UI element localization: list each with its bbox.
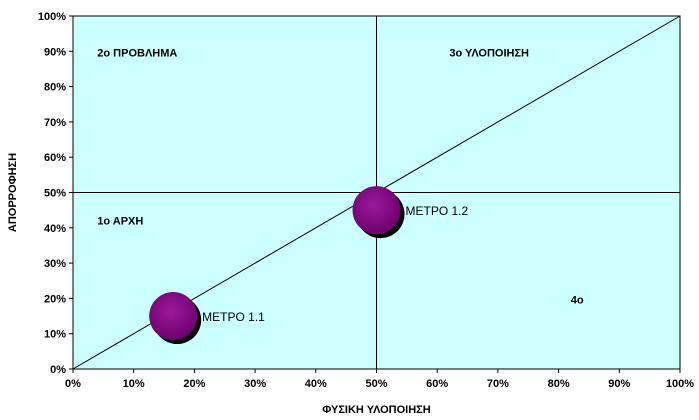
y-tick-label: 90% — [44, 46, 66, 58]
bubble-point — [149, 292, 198, 341]
y-tick-label: 40% — [44, 223, 66, 235]
bubble-point — [352, 186, 401, 235]
x-tick-label: 60% — [426, 378, 448, 390]
y-tick-label: 50% — [44, 188, 66, 200]
x-tick-label: 70% — [487, 378, 509, 390]
y-tick-label: 30% — [44, 258, 66, 270]
quadrant-label: 3ο ΥΛΟΠΟΙΗΣΗ — [449, 48, 529, 60]
x-tick-label: 30% — [244, 378, 266, 390]
y-axis-title: ΑΠΟΡΡΟΦΗΣΗ — [7, 153, 19, 232]
point-label: ΜΕΤΡΟ 1.2 — [406, 204, 469, 218]
y-tick-label: 0% — [50, 364, 66, 376]
x-tick-label: 50% — [365, 378, 387, 390]
y-tick-label: 20% — [44, 293, 66, 305]
point-label: ΜΕΤΡΟ 1.1 — [202, 310, 265, 324]
y-tick-label: 10% — [44, 329, 66, 341]
quadrant-label: 4ο — [571, 295, 584, 307]
y-tick-label: 60% — [44, 152, 66, 164]
x-axis-title: ΦΥΣΙΚΗ ΥΛΟΠΟΙΗΣΗ — [322, 404, 430, 416]
x-tick-label: 20% — [183, 378, 205, 390]
y-tick-label: 100% — [38, 11, 66, 23]
quadrant-label: 2ο ΠΡΟΒΛΗΜΑ — [97, 48, 177, 60]
x-tick-label: 90% — [608, 378, 630, 390]
quadrant-label: 1ο ΑΡΧΗ — [97, 215, 143, 227]
y-tick-label: 80% — [44, 82, 66, 94]
x-tick-label: 10% — [123, 378, 145, 390]
y-tick-label: 70% — [44, 117, 66, 129]
x-tick-label: 40% — [305, 378, 327, 390]
x-tick-label: 0% — [65, 378, 81, 390]
x-tick-label: 100% — [666, 378, 694, 390]
x-tick-label: 80% — [548, 378, 570, 390]
